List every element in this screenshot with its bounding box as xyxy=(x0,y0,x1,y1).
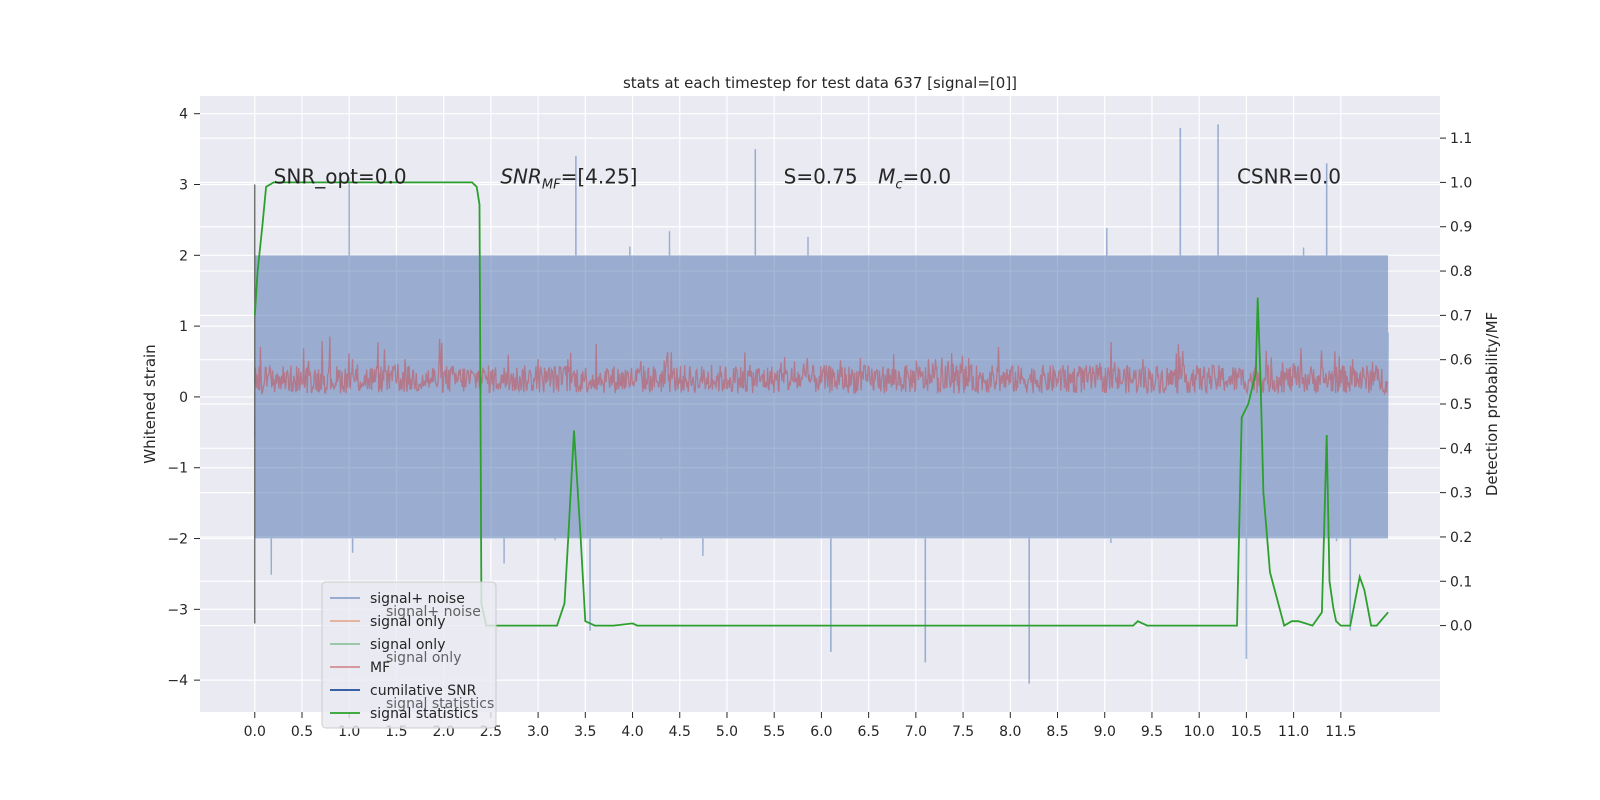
y-tick-label-right: 0.6 xyxy=(1450,353,1472,369)
x-tick-label: 6.5 xyxy=(858,724,880,740)
left-axis: 4 3 2 1 0 −1 −2 −3 −4 xyxy=(167,107,200,689)
x-tick-label: 11.0 xyxy=(1278,724,1309,740)
annotation-text: CSNR=0.0 xyxy=(1237,164,1341,188)
y-tick-label-left: −3 xyxy=(167,602,188,618)
y-tick-label-right: 0.8 xyxy=(1450,264,1472,280)
series-layer xyxy=(253,124,1389,684)
y-tick-label-left: 1 xyxy=(179,319,188,335)
y-tick-label-right: 0.7 xyxy=(1450,308,1472,324)
legend-ghost-label: signal only xyxy=(386,650,461,666)
y-tick-label-right: 0.4 xyxy=(1450,441,1472,457)
y-tick-label-right: 0.9 xyxy=(1450,220,1472,236)
legend-label: signal only xyxy=(370,614,445,630)
series-mf xyxy=(254,336,1389,396)
y-axis-label-left: Whitened strain xyxy=(141,344,159,463)
right-axis: 1.1 1.0 0.9 0.8 0.7 0.6 0.5 0.4 0.3 0.2 0.1 0.0 xyxy=(1440,131,1472,635)
annotation-text: Mc=0.0 xyxy=(878,164,951,192)
y-tick-label-left: −4 xyxy=(167,673,188,689)
x-tick-label: 6.0 xyxy=(810,724,832,740)
y-tick-label-right: 0.5 xyxy=(1450,397,1472,413)
y-tick-label-right: 0.1 xyxy=(1450,574,1472,590)
x-tick-label: 0.0 xyxy=(244,724,266,740)
annotation-text: S=0.75 xyxy=(784,164,858,188)
y-axis-label-right: Detection probability/MF xyxy=(1483,312,1501,496)
x-tick-label: 10.5 xyxy=(1231,724,1262,740)
x-tick-label: 4.0 xyxy=(621,724,643,740)
signal-noise-band xyxy=(254,255,1389,539)
y-tick-label-right: 1.1 xyxy=(1450,131,1472,147)
x-tick-label: 7.0 xyxy=(905,724,927,740)
legend-label: signal only xyxy=(370,637,445,653)
x-tick-label: 0.5 xyxy=(291,724,313,740)
series-signal-noise xyxy=(254,124,1389,684)
x-tick-label: 5.5 xyxy=(763,724,785,740)
x-tick-label: 7.5 xyxy=(952,724,974,740)
y-tick-label-left: 3 xyxy=(179,178,188,194)
y-tick-label-left: 4 xyxy=(179,107,188,123)
legend-label: signal statistics xyxy=(370,706,478,722)
signal-statistics-line xyxy=(253,181,1389,627)
y-tick-label-left: −2 xyxy=(167,532,188,548)
x-tick-label: 3.0 xyxy=(527,724,549,740)
y-tick-label-right: 0.3 xyxy=(1450,486,1472,502)
y-tick-label-right: 1.0 xyxy=(1450,175,1472,191)
y-tick-label-left: 2 xyxy=(179,248,188,264)
chart-title: stats at each timestep for test data 637… xyxy=(623,74,1017,92)
x-tick-label: 8.0 xyxy=(999,724,1021,740)
x-tick-label: 8.5 xyxy=(1046,724,1068,740)
y-tick-label-left: 0 xyxy=(179,390,188,406)
legend-label: MF xyxy=(370,660,390,676)
y-tick-label-right: 0.0 xyxy=(1450,619,1472,635)
x-tick-label: 3.5 xyxy=(574,724,596,740)
y-tick-label-left: −1 xyxy=(167,461,188,477)
y-tick-label-right: 0.2 xyxy=(1450,530,1472,546)
x-tick-label: 9.5 xyxy=(1141,724,1163,740)
annotation-text: SNRMF=[4.25] xyxy=(500,164,637,192)
annotation-text: SNR_opt=0.0 xyxy=(274,164,407,188)
legend-box xyxy=(321,581,497,729)
legend-ghost-label: signal statistics xyxy=(386,696,494,712)
x-tick-label: 9.0 xyxy=(1094,724,1116,740)
legend-label: signal+ noise xyxy=(370,591,465,607)
x-tick-label: 10.0 xyxy=(1184,724,1215,740)
legend-ghost-label: signal+ noise xyxy=(386,604,481,620)
x-tick-label: 5.0 xyxy=(716,724,738,740)
x-tick-label: 4.5 xyxy=(669,724,691,740)
legend-label: cumilative SNR xyxy=(370,683,477,699)
annotations: SNR_opt=0.0 SNRMF=[4.25] S=0.75 Mc=0.0 CSNR=… xyxy=(274,164,1341,192)
mf-trace xyxy=(254,336,1389,396)
x-tick-label: 11.5 xyxy=(1325,724,1356,740)
